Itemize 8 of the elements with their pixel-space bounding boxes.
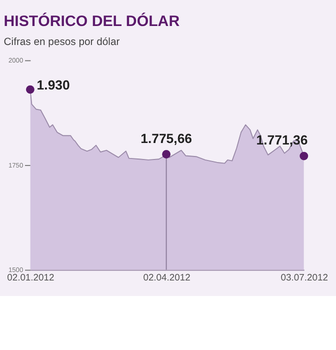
annotation: 1.930 (36, 78, 70, 93)
x-tick-label: 02.04.2012 (143, 272, 190, 283)
annotation: 1.771,36 (256, 132, 308, 148)
x-tick-label: 03.07.2012 (280, 272, 328, 283)
chart-title: HISTÓRICO DEL DÓLAR (4, 12, 180, 30)
annotation: 1.775,66 (140, 130, 192, 146)
x-tick-label: 02.01.2012 (7, 272, 54, 283)
chart-subtitle: Cifras en pesos por dólar (4, 37, 120, 48)
